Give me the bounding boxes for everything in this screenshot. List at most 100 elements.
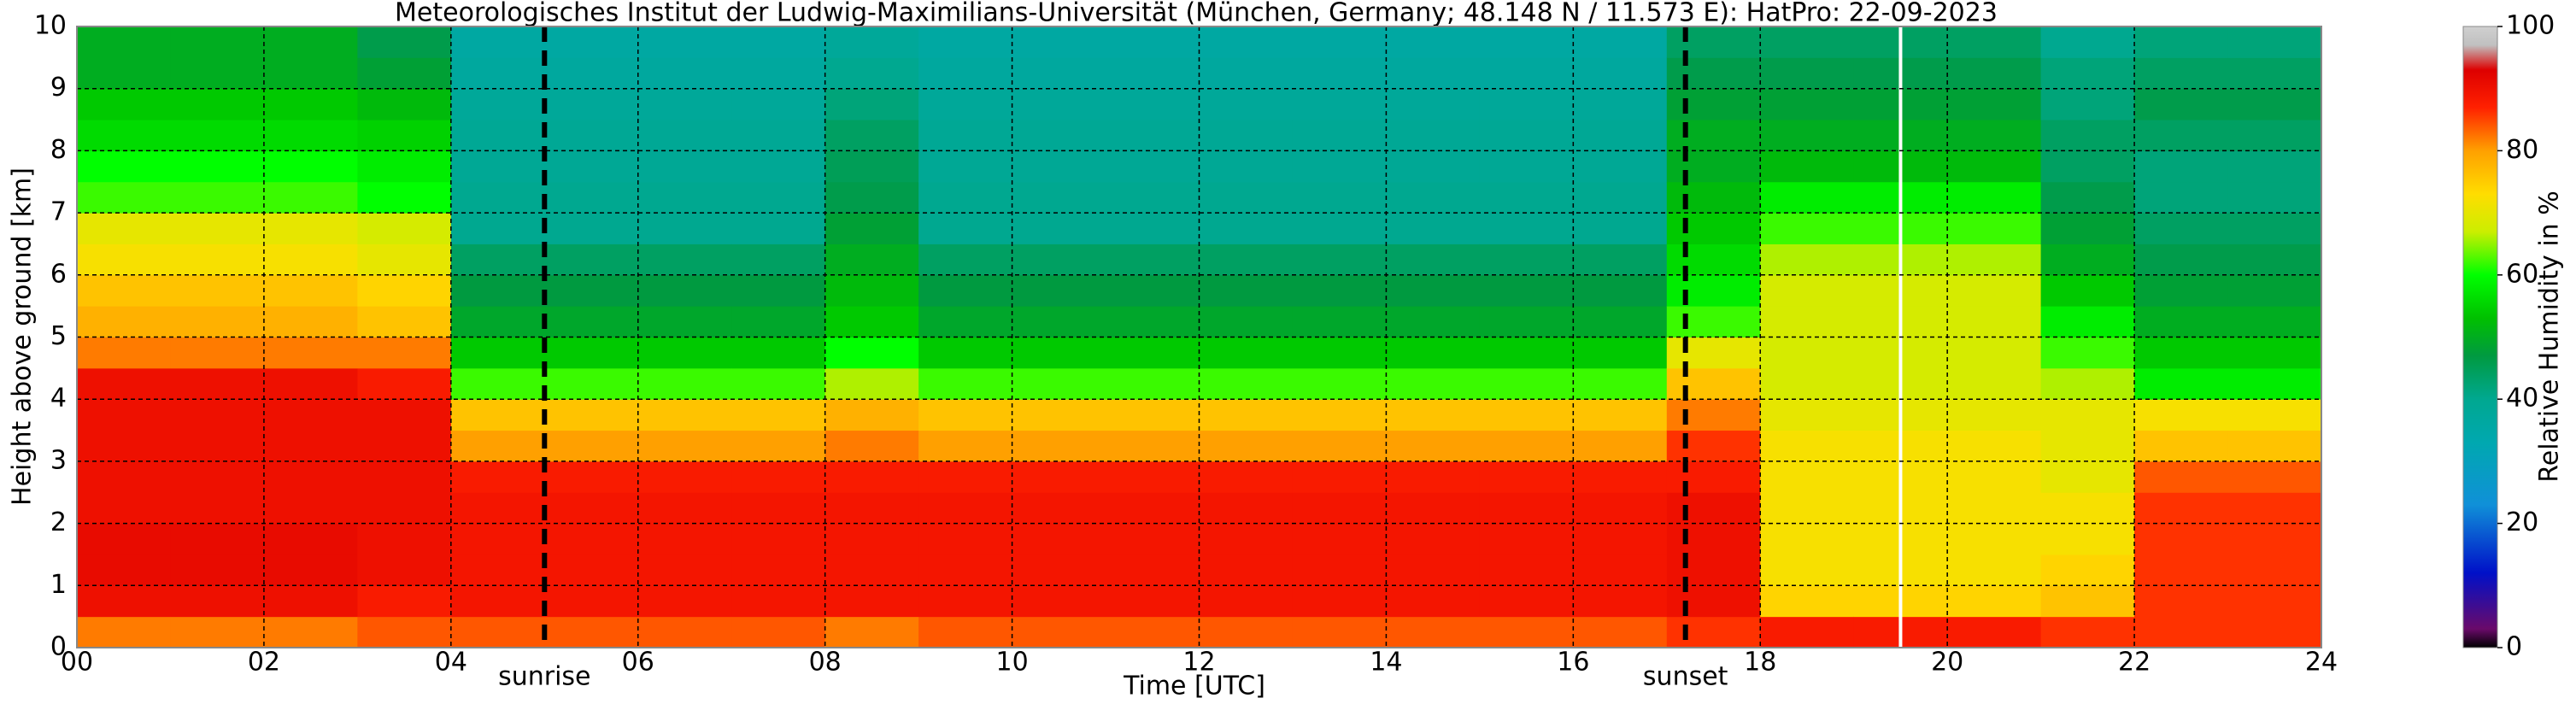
- cell: [357, 554, 452, 586]
- cell: [824, 181, 919, 214]
- cell: [170, 150, 265, 183]
- cell: [1199, 430, 1294, 462]
- cell: [2227, 585, 2322, 618]
- cell: [1573, 26, 1668, 58]
- cell: [2134, 150, 2229, 183]
- cell: [2134, 337, 2229, 369]
- cell: [2040, 150, 2135, 183]
- cell: [1760, 306, 1855, 337]
- cell: [1012, 150, 1106, 183]
- cell: [918, 88, 1013, 120]
- cell: [1573, 57, 1668, 90]
- cell: [170, 88, 265, 120]
- cell: [1292, 57, 1387, 90]
- cell: [1573, 150, 1668, 183]
- cell: [1573, 492, 1668, 525]
- cell: [1386, 461, 1481, 493]
- cell: [1292, 120, 1387, 151]
- cell: [918, 492, 1013, 525]
- annotation-label: sunset: [1643, 662, 1728, 692]
- cell: [2134, 213, 2229, 244]
- cell: [1199, 523, 1294, 555]
- cell: [1106, 57, 1200, 90]
- cell: [2134, 461, 2229, 493]
- cell: [263, 367, 358, 400]
- cell: [544, 554, 639, 586]
- cell: [1479, 120, 1574, 151]
- cell: [263, 243, 358, 276]
- cell: [1386, 554, 1481, 586]
- cell: [170, 492, 265, 525]
- cell: [1947, 399, 2042, 431]
- cell: [357, 430, 452, 462]
- cell: [1106, 461, 1200, 493]
- cell: [1760, 120, 1855, 151]
- cell: [357, 26, 452, 58]
- x-tick-label: 06: [622, 648, 654, 678]
- cell: [1947, 213, 2042, 244]
- cell: [2227, 181, 2322, 214]
- cell: [1479, 399, 1574, 431]
- x-tick-label: 00: [61, 648, 93, 678]
- cell: [544, 492, 639, 525]
- cell: [918, 616, 1013, 648]
- y-tick-label: 1: [50, 570, 67, 600]
- cell: [263, 181, 358, 214]
- cell: [731, 306, 826, 337]
- cell: [1106, 213, 1200, 244]
- cell: [450, 523, 545, 555]
- cell: [2040, 213, 2135, 244]
- cell: [170, 243, 265, 276]
- cell: [357, 616, 452, 648]
- cell: [1199, 616, 1294, 648]
- cell: [1760, 430, 1855, 462]
- cell: [357, 243, 452, 276]
- cell: [731, 554, 826, 586]
- cell: [2134, 274, 2229, 307]
- cell: [637, 399, 732, 431]
- cell: [77, 120, 171, 151]
- cell: [731, 150, 826, 183]
- cell: [1012, 554, 1106, 586]
- cell: [1666, 26, 1761, 58]
- cell: [731, 88, 826, 120]
- y-tick-label: 8: [50, 135, 67, 165]
- cell: [1666, 430, 1761, 462]
- cell: [357, 399, 452, 431]
- cell: [77, 274, 171, 307]
- cell: [77, 554, 171, 586]
- cell: [1479, 213, 1574, 244]
- cell: [731, 616, 826, 648]
- cell: [1479, 274, 1574, 307]
- cell: [2227, 120, 2322, 151]
- cell: [824, 430, 919, 462]
- cell: [1573, 337, 1668, 369]
- cell: [824, 306, 919, 337]
- cell: [1760, 523, 1855, 555]
- cell: [1012, 181, 1106, 214]
- cell: [1479, 150, 1574, 183]
- cell: [2227, 337, 2322, 369]
- colorbar-tick-label: 0: [2506, 632, 2522, 662]
- cell: [77, 367, 171, 400]
- cell: [1386, 57, 1481, 90]
- y-tick-label: 10: [34, 11, 67, 41]
- cell: [263, 26, 358, 58]
- cell: [2134, 120, 2229, 151]
- cell: [263, 213, 358, 244]
- cell: [263, 523, 358, 555]
- cell: [1479, 88, 1574, 120]
- annotation-label: sunrise: [498, 662, 590, 692]
- cell: [824, 337, 919, 369]
- cell: [544, 120, 639, 151]
- cell: [731, 243, 826, 276]
- cell: [77, 26, 171, 58]
- cell: [1947, 120, 2042, 151]
- cell: [2040, 306, 2135, 337]
- cell: [731, 337, 826, 369]
- cell: [170, 367, 265, 400]
- cell: [637, 337, 732, 369]
- cell: [1666, 120, 1761, 151]
- cell: [1106, 367, 1200, 400]
